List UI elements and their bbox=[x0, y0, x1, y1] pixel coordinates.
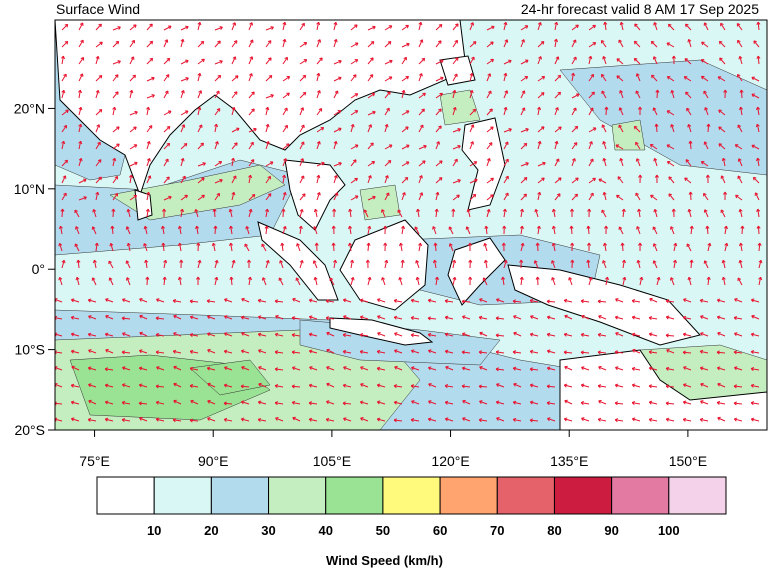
legend-swatch bbox=[325, 476, 384, 515]
legend-tick-label: 40 bbox=[318, 523, 332, 538]
legend-swatch bbox=[496, 476, 555, 515]
legend-swatch bbox=[553, 476, 613, 515]
longitude-tick-label: 150°E bbox=[669, 453, 707, 469]
legend-swatch bbox=[668, 476, 727, 515]
latitude-tick-label: 10°N bbox=[14, 181, 45, 197]
wind-vectors bbox=[55, 21, 763, 423]
map-title: Surface Wind bbox=[56, 1, 141, 17]
legend-swatch bbox=[96, 476, 155, 515]
legend-tick-label: 10 bbox=[147, 523, 161, 538]
longitude-tick-label: 105°E bbox=[313, 453, 351, 469]
legend-title: Wind Speed (km/h) bbox=[326, 553, 443, 568]
land-masses bbox=[55, 20, 767, 430]
legend-tick-label: 70 bbox=[490, 523, 504, 538]
legend-swatch bbox=[611, 476, 670, 515]
legend-tick-label: 60 bbox=[433, 523, 447, 538]
map-frame bbox=[54, 19, 768, 431]
legend-swatch bbox=[439, 476, 498, 515]
latitude-tick-label: 0° bbox=[32, 261, 45, 277]
legend-tick-label: 30 bbox=[261, 523, 275, 538]
legend-tick-label: 80 bbox=[547, 523, 561, 538]
legend-swatch bbox=[268, 476, 327, 515]
legend-swatch bbox=[210, 476, 270, 515]
longitude-tick-label: 75°E bbox=[79, 453, 110, 469]
latitude-tick-label: 20°S bbox=[14, 422, 45, 438]
longitude-tick-label: 135°E bbox=[550, 453, 588, 469]
legend-tick-label: 100 bbox=[658, 523, 680, 538]
longitude-tick-label: 120°E bbox=[431, 453, 469, 469]
latitude-axis: 20°N 10°N 0° 10°S 20°S bbox=[14, 100, 55, 438]
color-legend: 10 20 30 40 50 60 70 80 90 100 bbox=[96, 476, 727, 538]
longitude-axis: 75°E 90°E 105°E 120°E 135°E 150°E bbox=[79, 430, 707, 469]
legend-swatch bbox=[153, 476, 212, 515]
latitude-tick-label: 10°S bbox=[14, 342, 45, 358]
legend-tick-label: 20 bbox=[204, 523, 218, 538]
legend-tick-label: 50 bbox=[376, 523, 390, 538]
longitude-tick-label: 90°E bbox=[198, 453, 229, 469]
legend-swatch bbox=[382, 476, 441, 515]
forecast-valid-time: 24-hr forecast valid 8 AM 17 Sep 2025 bbox=[520, 1, 759, 17]
latitude-tick-label: 20°N bbox=[14, 100, 45, 116]
legend-tick-label: 90 bbox=[604, 523, 618, 538]
